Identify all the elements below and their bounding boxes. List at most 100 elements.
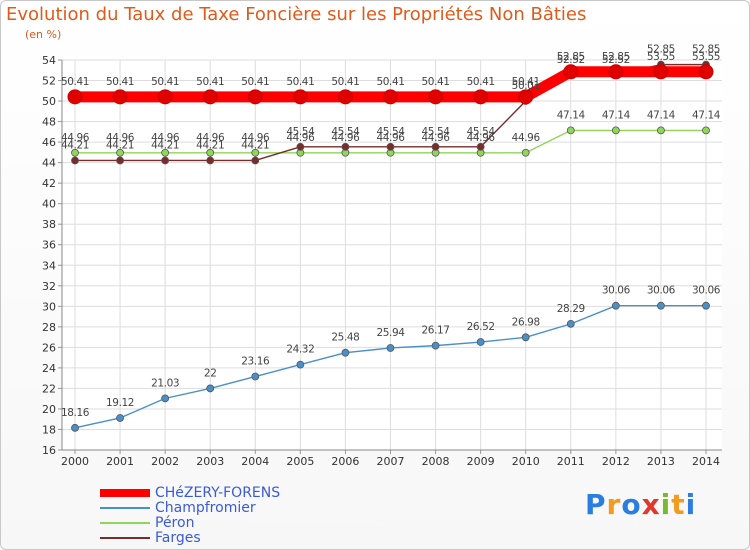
data-point	[473, 89, 489, 105]
legend: CHéZERY-FORENS Champfromier Péron Farges	[100, 485, 420, 546]
y-tick-label: 44	[42, 157, 56, 170]
data-label: 50.41	[512, 76, 540, 88]
y-tick-label: 16	[42, 444, 56, 457]
legend-label-farges: Farges	[155, 530, 201, 546]
data-label: 45.54	[286, 126, 315, 138]
x-tick-label: 2004	[241, 455, 269, 468]
data-label: 18.16	[61, 407, 90, 419]
logo-letter: P	[585, 488, 607, 521]
logo-letter: i	[685, 488, 697, 521]
data-label: 52.85	[692, 44, 720, 56]
data-point	[71, 148, 79, 157]
data-point	[657, 126, 665, 135]
data-label: 44.96	[512, 132, 541, 144]
x-tick-label: 2001	[106, 455, 134, 468]
x-tick-label: 2013	[647, 455, 675, 468]
data-label: 21.03	[151, 377, 179, 389]
data-label: 44.96	[196, 132, 225, 144]
data-point	[431, 341, 440, 350]
y-tick-label: 22	[42, 382, 56, 395]
y-tick-label: 26	[42, 341, 56, 354]
legend-item-farges[interactable]: Farges	[100, 530, 420, 546]
data-label: 44.21	[196, 139, 224, 151]
data-point	[566, 319, 575, 328]
data-point	[296, 142, 305, 151]
data-label: 26.52	[467, 321, 495, 333]
y-tick-label: 52	[42, 75, 56, 88]
data-point	[386, 344, 395, 352]
legend-item-champfromier[interactable]: Champfromier	[100, 500, 420, 516]
legend-swatch-champfromier	[100, 507, 150, 509]
data-point	[251, 156, 260, 165]
x-tick-label: 2007	[377, 455, 405, 468]
logo-letter: o	[621, 488, 642, 521]
data-point	[161, 394, 170, 403]
data-label: 44.21	[61, 139, 89, 151]
data-point	[206, 148, 215, 157]
data-label: 50.41	[376, 76, 404, 88]
x-tick-label: 2011	[557, 455, 585, 468]
data-point	[386, 142, 395, 151]
data-label: 53.55	[692, 51, 720, 63]
data-label: 44.96	[376, 132, 405, 144]
data-label: 52.52	[602, 54, 630, 66]
y-tick-label: 32	[42, 280, 56, 293]
data-label: 19.12	[106, 397, 134, 409]
data-label: 50.41	[422, 76, 450, 88]
data-label: 53.55	[647, 51, 675, 63]
data-point	[292, 89, 308, 105]
data-label: 45.54	[376, 126, 405, 138]
data-label: 52.85	[647, 44, 675, 56]
plot-area	[62, 60, 722, 450]
data-label: 25.94	[376, 327, 405, 339]
data-label: 44.96	[241, 132, 270, 144]
legend-item-chezery[interactable]: CHéZERY-FORENS	[100, 485, 420, 501]
data-label: 50.41	[106, 76, 134, 88]
data-point	[116, 414, 124, 422]
logo-letter: t	[671, 488, 686, 521]
data-label: 44.96	[151, 132, 180, 144]
data-label: 50.01	[512, 80, 540, 92]
data-point	[337, 89, 353, 105]
data-label: 45.54	[422, 126, 451, 138]
data-label: 45.54	[331, 126, 360, 138]
data-label: 52.52	[557, 54, 585, 66]
x-tick-label: 2010	[512, 455, 540, 468]
y-tick-label: 20	[42, 403, 56, 416]
data-label: 50.41	[196, 76, 224, 88]
data-label: 25.48	[331, 332, 359, 344]
data-label: 24.32	[286, 344, 314, 356]
data-point	[702, 126, 710, 135]
data-point	[296, 360, 305, 369]
x-tick-label: 2005	[286, 455, 314, 468]
data-point	[161, 156, 170, 165]
data-label: 44.96	[61, 132, 90, 144]
y-tick-label: 46	[42, 136, 56, 149]
legend-swatch-farges	[100, 537, 150, 539]
data-point	[611, 301, 620, 310]
y-tick-label: 34	[42, 259, 56, 272]
logo-letter: r	[606, 488, 622, 521]
data-point	[157, 89, 173, 105]
data-point	[251, 372, 260, 381]
logo-letter: i	[660, 488, 672, 521]
x-tick-label: 2000	[61, 455, 89, 468]
data-point	[112, 89, 128, 105]
y-tick-label: 24	[42, 362, 56, 375]
y-tick-label: 28	[42, 321, 56, 334]
data-point	[161, 148, 170, 157]
data-point	[202, 89, 218, 105]
data-label: 47.14	[692, 109, 721, 121]
data-point	[247, 89, 263, 105]
legend-label-peron: Péron	[155, 515, 195, 531]
data-label: 47.14	[557, 109, 586, 121]
legend-item-peron[interactable]: Péron	[100, 515, 420, 531]
data-label: 47.14	[647, 109, 676, 121]
data-label: 44.21	[106, 139, 134, 151]
data-label: 30.06	[692, 285, 721, 297]
y-tick-label: 48	[42, 116, 56, 129]
data-label: 47.14	[602, 109, 631, 121]
data-label: 44.96	[286, 132, 315, 144]
data-point	[251, 148, 260, 157]
